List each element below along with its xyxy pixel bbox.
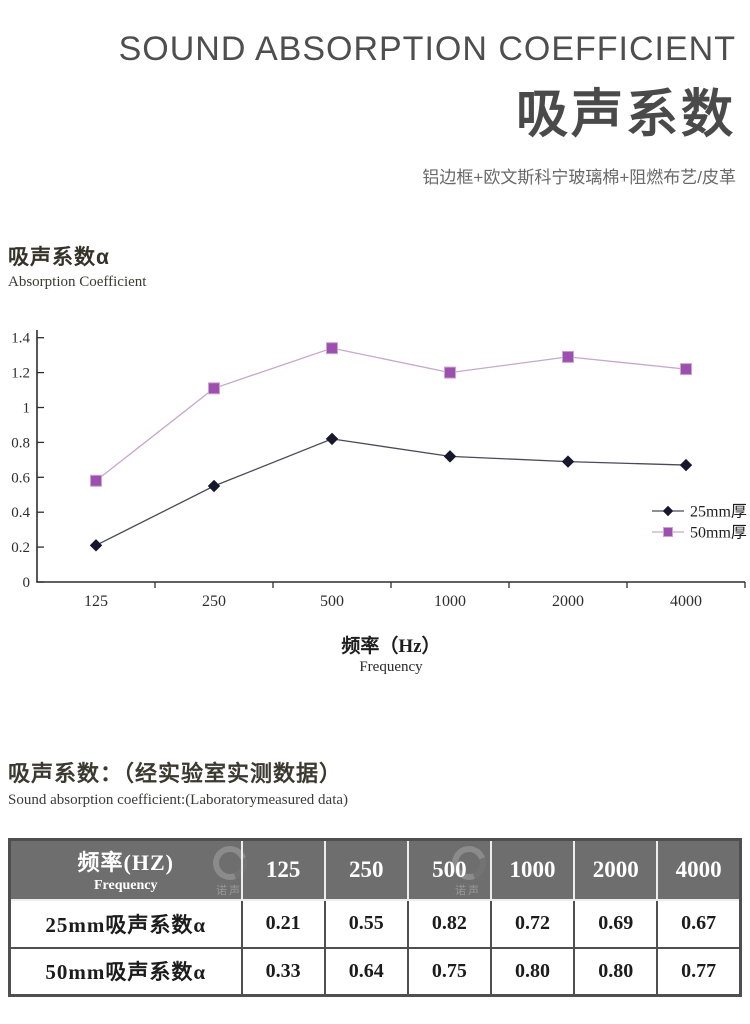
table-row: 50mm吸声系数α 0.33 0.64 0.75 0.80 0.80 0.77: [8, 946, 742, 997]
cell-r1-c0: 0.33: [240, 946, 326, 997]
cell-r0-c0: 0.21: [240, 898, 326, 949]
series-0-point-5: [679, 458, 693, 472]
x-tick-label: 250: [202, 593, 226, 610]
y-tick-label: 0: [23, 575, 31, 591]
series-0-point-1: [207, 479, 221, 493]
cell-r1-c3: 0.80: [489, 946, 576, 997]
x-axis-title-english: Frequency: [359, 659, 423, 675]
series-1-point-0: [90, 474, 102, 487]
legend-label-1: 50mm厚: [690, 525, 747, 542]
cell-r1-c2: 0.75: [406, 946, 492, 997]
chart-axes: [36, 330, 745, 583]
y-tick-label: 1: [23, 401, 31, 417]
series-line-1: [95, 347, 687, 482]
x-tick-label: 2000: [552, 593, 584, 610]
section-heading-chinese: 吸声系数：（经实验室实测数据）: [8, 761, 343, 786]
x-tick-label: 125: [84, 593, 108, 610]
header-frequency-english: Frequency: [93, 878, 158, 894]
header-frequency-chinese: 频率(HZ): [77, 850, 174, 876]
table-header-freq-2000: 2000: [573, 838, 659, 901]
chart-y-axis-title: 吸声系数α Absorption Coefficient: [8, 241, 146, 291]
table-header-freq-500: 500: [406, 838, 492, 901]
table-row: 25mm吸声系数α 0.21 0.55 0.82 0.72 0.69 0.67: [8, 898, 742, 949]
cell-r0-c2: 0.82: [406, 898, 492, 949]
chart-x-axis-title: 频率（Hz） Frequency: [37, 631, 745, 676]
series-0-point-4: [561, 455, 575, 468]
cell-r1-c5: 0.77: [656, 946, 742, 997]
product-composition-subtitle: 铝边框+欧文斯科宁玻璃棉+阻燃布艺/皮革: [422, 168, 736, 187]
series-0-point-3: [443, 450, 457, 463]
cell-r1-c1: 0.64: [323, 946, 409, 997]
x-tick-label: 1000: [434, 593, 466, 610]
cell-r1-c4: 0.80: [573, 946, 659, 997]
page-title-english: SOUND ABSORPTION COEFFICIENT: [118, 30, 736, 68]
legend-marker-1: [663, 527, 673, 537]
y-tick-label: 0.4: [11, 505, 30, 521]
y-tick-label: 0.6: [11, 470, 30, 486]
series-1-point-4: [562, 350, 574, 363]
y-tick-label: 0.8: [11, 435, 30, 451]
table-header-freq-4000: 4000: [656, 838, 742, 901]
table-header-freq-250: 250: [323, 838, 409, 901]
y-axis-title-chinese: 吸声系数α: [8, 246, 110, 269]
section-heading-english: Sound absorption coefficient:(Laboratory…: [8, 792, 349, 808]
page-title-chinese: 吸声系数: [515, 86, 736, 144]
cell-r0-c4: 0.69: [573, 898, 659, 949]
y-tick-label: 0.2: [11, 540, 30, 556]
series-1-point-3: [444, 366, 456, 379]
y-axis-title-english: Absorption Coefficient: [8, 274, 147, 290]
cell-r0-c3: 0.72: [489, 898, 576, 949]
table-header-row: 频率(HZ) Frequency 125 250 500 1000 2000 4000: [8, 838, 742, 901]
table-header-frequency: 频率(HZ) Frequency: [8, 838, 243, 901]
x-tick-label: 4000: [670, 593, 702, 610]
y-tick-label: 1.4: [11, 331, 30, 347]
series-1-point-1: [208, 382, 220, 395]
x-axis-title-chinese: 频率（Hz）: [341, 636, 441, 657]
row-label: 50mm吸声系数α: [8, 946, 243, 997]
table-header-freq-1000: 1000: [489, 838, 576, 901]
cell-r0-c1: 0.55: [323, 898, 409, 949]
series-0-point-0: [89, 539, 103, 552]
series-0-point-2: [325, 432, 339, 446]
series-1-point-5: [680, 363, 692, 376]
legend-label-0: 25mm厚: [690, 504, 747, 521]
x-tick-label: 500: [320, 593, 344, 610]
absorption-line-chart: 0 0.2 0.4 0.6 0.8 1 1.2 1.4 125 250 500 1000 2000 400…: [11, 330, 747, 610]
series-line-0: [95, 438, 687, 546]
table-header-freq-125: 125: [240, 838, 326, 901]
y-tick-label: 1.2: [11, 366, 30, 382]
legend-marker-0: [662, 505, 674, 517]
absorption-data-table: 频率(HZ) Frequency 125 250 500 1000 2000 4000 2…: [8, 838, 742, 997]
row-label: 25mm吸声系数α: [8, 898, 243, 949]
series-1-point-2: [326, 342, 338, 355]
table-section-heading: 吸声系数：（经实验室实测数据） Sound absorption coeffic…: [8, 756, 348, 809]
cell-r0-c5: 0.67: [656, 898, 742, 949]
